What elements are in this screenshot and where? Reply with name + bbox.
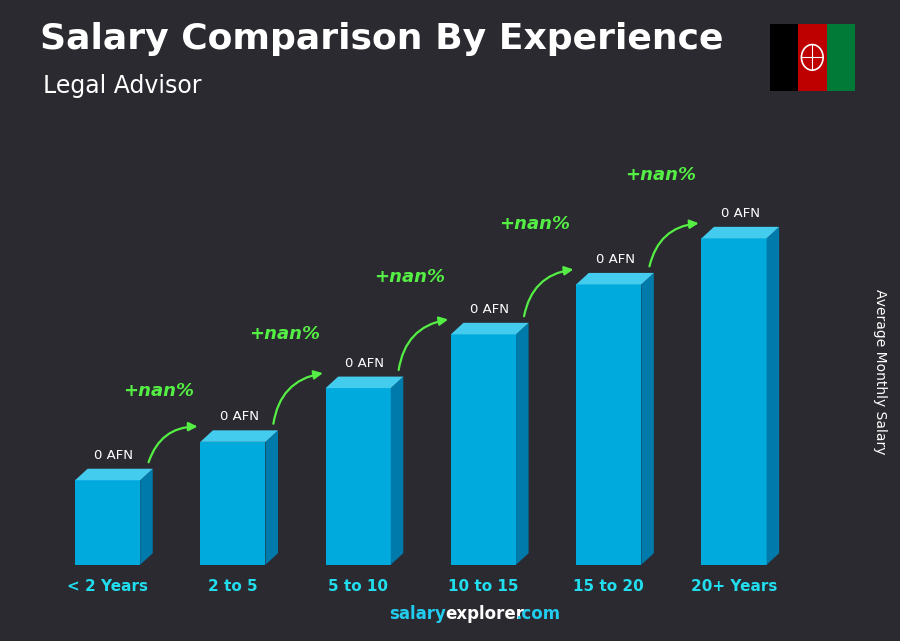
Polygon shape <box>701 238 767 565</box>
Bar <box>770 24 798 91</box>
Polygon shape <box>201 442 266 565</box>
Polygon shape <box>391 376 403 565</box>
Text: +nan%: +nan% <box>625 166 696 184</box>
Polygon shape <box>266 430 278 565</box>
Polygon shape <box>75 469 153 480</box>
Bar <box>798 24 826 91</box>
Bar <box>826 24 855 91</box>
Polygon shape <box>75 480 140 565</box>
Text: salary: salary <box>389 605 446 623</box>
Polygon shape <box>767 227 779 565</box>
Polygon shape <box>140 469 153 565</box>
Polygon shape <box>516 323 528 565</box>
Text: +nan%: +nan% <box>500 215 571 233</box>
Text: 0 AFN: 0 AFN <box>470 303 509 316</box>
Polygon shape <box>451 323 528 335</box>
Text: 0 AFN: 0 AFN <box>94 449 133 462</box>
Text: +nan%: +nan% <box>374 268 446 286</box>
Text: 0 AFN: 0 AFN <box>721 207 760 220</box>
Text: Salary Comparison By Experience: Salary Comparison By Experience <box>40 22 724 56</box>
Polygon shape <box>326 388 391 565</box>
Polygon shape <box>326 376 403 388</box>
Polygon shape <box>451 335 516 565</box>
Text: Average Monthly Salary: Average Monthly Salary <box>873 289 887 454</box>
Text: +nan%: +nan% <box>248 325 320 343</box>
Text: Legal Advisor: Legal Advisor <box>43 74 202 97</box>
Text: +nan%: +nan% <box>123 381 194 399</box>
Text: .com: .com <box>516 605 561 623</box>
Polygon shape <box>642 273 654 565</box>
Text: 0 AFN: 0 AFN <box>596 253 634 266</box>
Polygon shape <box>701 227 779 238</box>
Polygon shape <box>201 430 278 442</box>
Text: 0 AFN: 0 AFN <box>345 356 384 370</box>
Polygon shape <box>576 273 654 285</box>
Polygon shape <box>576 285 642 565</box>
Text: explorer: explorer <box>446 605 525 623</box>
Text: 0 AFN: 0 AFN <box>220 410 258 424</box>
